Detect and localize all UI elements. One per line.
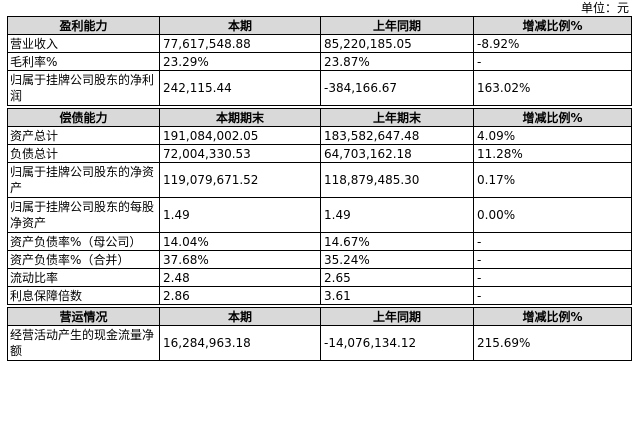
row-label: 经营活动产生的现金流量净额: [7, 325, 160, 361]
value-cell: 2.48: [159, 268, 321, 287]
table-row: 负债总计 72,004,330.53 64,703,162.18 11.28%: [7, 144, 632, 163]
header-cell: 本期: [159, 16, 321, 35]
header-cell: 营运情况: [7, 307, 160, 326]
change-cell: -: [473, 250, 632, 269]
value-cell: 37.68%: [159, 250, 321, 269]
table-row: 归属于挂牌公司股东的净利润 242,115.44 -384,166.67 163…: [7, 70, 632, 106]
table-header-row: 盈利能力 本期 上年同期 增减比例%: [7, 16, 632, 35]
change-cell: -: [473, 232, 632, 251]
row-label: 流动比率: [7, 268, 160, 287]
change-cell: 0.00%: [473, 197, 632, 233]
value-cell: 14.67%: [320, 232, 474, 251]
header-cell: 增减比例%: [473, 16, 632, 35]
row-label: 归属于挂牌公司股东的净资产: [7, 162, 160, 198]
header-cell: 增减比例%: [473, 108, 632, 127]
table-row: 资产负债率%（母公司） 14.04% 14.67% -: [7, 232, 632, 251]
change-cell: -: [473, 52, 632, 71]
change-cell: 0.17%: [473, 162, 632, 198]
row-label: 归属于挂牌公司股东的净利润: [7, 70, 160, 106]
header-cell: 偿债能力: [7, 108, 160, 127]
value-cell: 72,004,330.53: [159, 144, 321, 163]
profitability-table: 盈利能力 本期 上年同期 增减比例% 营业收入 77,617,548.88 85…: [7, 16, 632, 106]
value-cell: 1.49: [159, 197, 321, 233]
value-cell: 16,284,963.18: [159, 325, 321, 361]
row-label: 归属于挂牌公司股东的每股净资产: [7, 197, 160, 233]
header-cell: 上年同期: [320, 16, 474, 35]
header-cell: 上年同期: [320, 307, 474, 326]
value-cell: 85,220,185.05: [320, 34, 474, 53]
header-cell: 盈利能力: [7, 16, 160, 35]
change-cell: 11.28%: [473, 144, 632, 163]
row-label: 资产总计: [7, 126, 160, 145]
change-cell: -: [473, 286, 632, 305]
header-cell: 增减比例%: [473, 307, 632, 326]
row-label: 营业收入: [7, 34, 160, 53]
row-label: 利息保障倍数: [7, 286, 160, 305]
value-cell: 3.61: [320, 286, 474, 305]
value-cell: 14.04%: [159, 232, 321, 251]
change-cell: 163.02%: [473, 70, 632, 106]
value-cell: 35.24%: [320, 250, 474, 269]
table-row: 利息保障倍数 2.86 3.61 -: [7, 286, 632, 305]
change-cell: 215.69%: [473, 325, 632, 361]
value-cell: 191,084,002.05: [159, 126, 321, 145]
value-cell: 242,115.44: [159, 70, 321, 106]
value-cell: 119,079,671.52: [159, 162, 321, 198]
table-row: 营业收入 77,617,548.88 85,220,185.05 -8.92%: [7, 34, 632, 53]
row-label: 毛利率%: [7, 52, 160, 71]
operations-table: 营运情况 本期 上年同期 增减比例% 经营活动产生的现金流量净额 16,284,…: [7, 307, 632, 361]
value-cell: 118,879,485.30: [320, 162, 474, 198]
row-label: 资产负债率%（母公司）: [7, 232, 160, 251]
financial-indicators-sheet: 盈利能力 本期 上年同期 增减比例% 营业收入 77,617,548.88 85…: [7, 16, 632, 361]
value-cell: 2.65: [320, 268, 474, 287]
header-cell: 上年期末: [320, 108, 474, 127]
solvency-table: 偿债能力 本期期末 上年期末 增减比例% 资产总计 191,084,002.05…: [7, 108, 632, 305]
table-row: 经营活动产生的现金流量净额 16,284,963.18 -14,076,134.…: [7, 325, 632, 361]
value-cell: 1.49: [320, 197, 474, 233]
value-cell: 23.87%: [320, 52, 474, 71]
change-cell: 4.09%: [473, 126, 632, 145]
value-cell: 2.86: [159, 286, 321, 305]
table-row: 资产总计 191,084,002.05 183,582,647.48 4.09%: [7, 126, 632, 145]
table-row: 资产负债率%（合并） 37.68% 35.24% -: [7, 250, 632, 269]
unit-label: 单位：元: [580, 1, 629, 15]
value-cell: 77,617,548.88: [159, 34, 321, 53]
header-cell: 本期: [159, 307, 321, 326]
row-label: 资产负债率%（合并）: [7, 250, 160, 269]
header-cell: 本期期末: [159, 108, 321, 127]
value-cell: -14,076,134.12: [320, 325, 474, 361]
value-cell: 64,703,162.18: [320, 144, 474, 163]
value-cell: -384,166.67: [320, 70, 474, 106]
table-header-row: 营运情况 本期 上年同期 增减比例%: [7, 307, 632, 326]
table-row: 毛利率% 23.29% 23.87% -: [7, 52, 632, 71]
table-row: 归属于挂牌公司股东的净资产 119,079,671.52 118,879,485…: [7, 162, 632, 198]
table-header-row: 偿债能力 本期期末 上年期末 增减比例%: [7, 108, 632, 127]
change-cell: -: [473, 268, 632, 287]
row-label: 负债总计: [7, 144, 160, 163]
table-row: 归属于挂牌公司股东的每股净资产 1.49 1.49 0.00%: [7, 197, 632, 233]
value-cell: 23.29%: [159, 52, 321, 71]
value-cell: 183,582,647.48: [320, 126, 474, 145]
change-cell: -8.92%: [473, 34, 632, 53]
table-row: 流动比率 2.48 2.65 -: [7, 268, 632, 287]
